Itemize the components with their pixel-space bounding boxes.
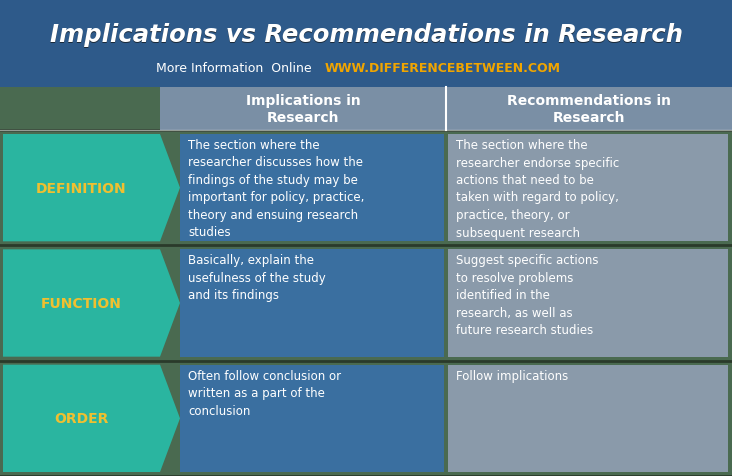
- Text: WWW.DIFFERENCEBETWEEN.COM: WWW.DIFFERENCEBETWEEN.COM: [325, 62, 561, 75]
- Bar: [448, 365, 728, 472]
- Text: More Information  Online: More Information Online: [157, 62, 320, 75]
- Polygon shape: [3, 135, 180, 242]
- Bar: [448, 250, 728, 357]
- Bar: [160, 88, 732, 131]
- Text: Implications in
Research: Implications in Research: [246, 94, 360, 125]
- Text: Implications vs Recommendations in Research: Implications vs Recommendations in Resea…: [50, 23, 682, 47]
- Bar: [448, 135, 728, 242]
- Text: The section where the
researcher endorse specific
actions that need to be
taken : The section where the researcher endorse…: [456, 139, 619, 239]
- Text: Suggest specific actions
to resolve problems
identified in the
research, as well: Suggest specific actions to resolve prob…: [456, 254, 599, 337]
- Bar: [0, 361, 732, 476]
- Bar: [0, 131, 732, 246]
- Text: Basically, explain the
usefulness of the study
and its findings: Basically, explain the usefulness of the…: [188, 254, 326, 302]
- Bar: [0, 246, 732, 361]
- Text: Implications vs Recommendations in Research: Implications vs Recommendations in Resea…: [51, 24, 684, 48]
- Text: Follow implications: Follow implications: [456, 369, 568, 382]
- Text: The section where the
researcher discusses how the
findings of the study may be
: The section where the researcher discuss…: [188, 139, 365, 239]
- Bar: [0, 0, 732, 88]
- Text: Recommendations in
Research: Recommendations in Research: [507, 94, 671, 125]
- Text: FUNCTION: FUNCTION: [41, 297, 122, 310]
- Polygon shape: [3, 250, 180, 357]
- Bar: [180, 135, 444, 242]
- Bar: [180, 250, 444, 357]
- Polygon shape: [3, 365, 180, 472]
- Text: DEFINITION: DEFINITION: [36, 181, 127, 195]
- Bar: [180, 365, 444, 472]
- Text: ORDER: ORDER: [54, 411, 108, 426]
- Text: Often follow conclusion or
written as a part of the
conclusion: Often follow conclusion or written as a …: [188, 369, 341, 417]
